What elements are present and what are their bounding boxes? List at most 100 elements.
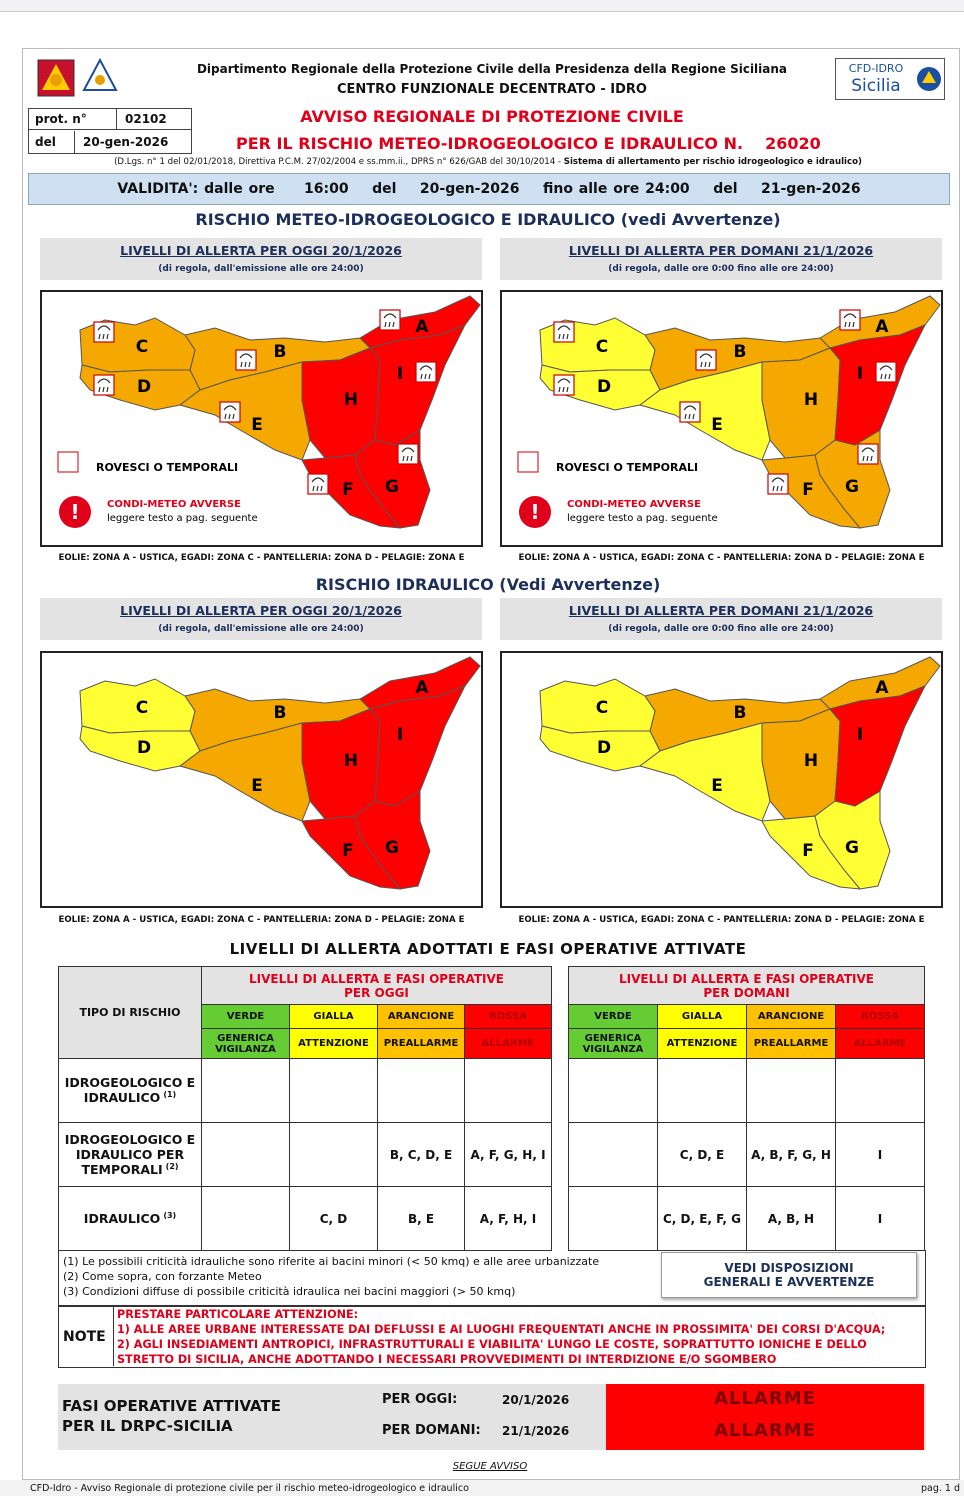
level-name: VERDE	[568, 1004, 658, 1029]
zone	[178, 722, 311, 822]
storm-icon	[397, 443, 419, 465]
risk-note: (2)	[165, 1161, 179, 1171]
zone-label: H	[344, 751, 358, 771]
storm-icon	[679, 401, 701, 423]
document-frame	[22, 48, 960, 1480]
zone-label: C	[596, 337, 608, 357]
zone-label: F	[342, 480, 354, 500]
zone-label: B	[734, 342, 747, 362]
zone-label: F	[802, 841, 814, 861]
level-name: ROSSA	[464, 1004, 552, 1029]
zone	[369, 685, 467, 807]
level-cell: C, D, E, F, G	[657, 1186, 747, 1251]
level-cell	[835, 1058, 925, 1123]
level-cell: I	[835, 1122, 925, 1187]
tomorrow-label: PER DOMANI:	[382, 1423, 481, 1438]
map-caption: EOLIE: ZONA A - USTICA, EGADI: ZONA C - …	[58, 553, 465, 563]
risk-name: IDROGEOLOGICO E IDRAULICO PER TEMPORALI	[64, 1131, 196, 1178]
level-phase: PREALLARME	[377, 1028, 465, 1059]
to-date: 21-gen-2026	[761, 181, 861, 197]
zone-label: I	[397, 725, 403, 745]
level-cell	[201, 1058, 290, 1123]
level-cell: C, D, E	[657, 1122, 747, 1187]
legend-note: leggere testo a pag. seguente	[107, 513, 258, 524]
storm-icon	[307, 473, 329, 495]
level-cell	[746, 1058, 836, 1123]
warning-mark: !	[70, 500, 79, 524]
level-name: ARANCIONE	[377, 1004, 465, 1029]
legend-warning-icon	[59, 496, 91, 528]
footnote: (1) Le possibili criticità idrauliche so…	[63, 1255, 600, 1268]
storm-icon	[839, 309, 861, 331]
footnote: (3) Condizioni diffuse di possibile crit…	[63, 1285, 516, 1298]
zone	[178, 361, 311, 461]
level-cell: A, F, H, I	[464, 1186, 552, 1251]
storm-glyph	[557, 325, 571, 340]
zone-label: H	[804, 751, 818, 771]
map-title: LIVELLI DI ALLERTA PER OGGI 20/1/2026	[120, 243, 402, 258]
level-cell	[377, 1058, 465, 1123]
level-cell: A, B, H	[746, 1186, 836, 1251]
warning-mark: !	[530, 500, 539, 524]
zone-label: A	[875, 678, 889, 698]
level-cell	[201, 1186, 290, 1251]
zone	[829, 324, 927, 446]
zone-label: B	[274, 342, 287, 362]
map-header: LIVELLI DI ALLERTA PER OGGI 20/1/2026 (di…	[40, 238, 482, 280]
table-row: IDROGEOLOGICO E IDRAULICO PER TEMPORALI(…	[58, 1122, 925, 1187]
zone	[829, 685, 927, 807]
validity-bar: VALIDITA': dalle ore 16:00 del 20-gen-20…	[28, 173, 950, 205]
tomorrow-date: 21/1/2026	[502, 1424, 570, 1438]
phase-panel: ALLARME ALLARME	[606, 1384, 924, 1450]
logo-icon	[917, 67, 941, 91]
zone-label: B	[274, 703, 287, 723]
footnotes: (1) Le possibili criticità idrauliche so…	[63, 1254, 599, 1299]
table-title: LIVELLI DI ALLERTA ADOTTATI E FASI OPERA…	[229, 940, 747, 958]
level-cell	[289, 1122, 378, 1187]
level-cell	[568, 1186, 658, 1251]
storm-icon	[415, 361, 437, 383]
zone-label: A	[415, 317, 429, 337]
zone-label: H	[344, 390, 358, 410]
phases-label: FASI OPERATIVE ATTIVATE PER IL DRPC-SICI…	[62, 1397, 281, 1435]
map-caption: EOLIE: ZONA A - USTICA, EGADI: ZONA C - …	[518, 553, 925, 563]
storm-glyph	[97, 325, 111, 340]
zone-label: B	[734, 703, 747, 723]
level-name: GIALLA	[289, 1004, 378, 1029]
map: A B CD E F G H I ROVESCI O TEMPORALI! CONDI-METEO…	[40, 290, 483, 547]
table-wrap: TIPO DI RISCHIO LIVELLI DI ALLERTA E FASI…	[58, 966, 925, 1251]
level-cell	[464, 1058, 552, 1123]
table-row: IDROGEOLOGICO E IDRAULICO (1)	[58, 1058, 925, 1123]
storm-glyph	[879, 365, 893, 380]
risk-name: IDROGEOLOGICO E IDRAULICO	[64, 1075, 196, 1106]
table-row: TIPO DI RISCHIO LIVELLI DI ALLERTA E FASI…	[58, 966, 925, 1251]
level-name: VERDE	[201, 1004, 290, 1029]
department: Dipartimento Regionale della Protezione …	[196, 62, 788, 76]
cfd-logo: CFD-IDRO Sicilia	[835, 58, 945, 100]
level-phase: ALLARME	[835, 1028, 925, 1059]
level-cell	[568, 1122, 658, 1187]
zone-label: F	[802, 480, 814, 500]
level-phase: GENERICA VIGILANZA	[568, 1028, 658, 1059]
footnotes-box: (1) Le possibili criticità idrauliche so…	[58, 1250, 926, 1306]
zone	[761, 347, 841, 459]
note-heading: PRESTARE PARTICOLARE ATTENZIONE:	[117, 1308, 359, 1321]
zone-label: D	[597, 738, 611, 758]
storm-glyph	[771, 477, 785, 492]
level-cell: A, B, F, G, H	[746, 1122, 836, 1187]
legal: (D.Lgs. n° 1 del 02/01/2018, Direttiva P…	[28, 157, 948, 167]
zone-label: G	[385, 838, 399, 858]
zone	[638, 361, 771, 461]
map-title: LIVELLI DI ALLERTA PER DOMANI 21/1/2026	[568, 603, 874, 618]
zone-label: G	[385, 477, 399, 497]
tomorrow-phase: ALLARME	[714, 1420, 816, 1441]
risk-type: IDROGEOLOGICO E IDRAULICO PER TEMPORALI(…	[58, 1122, 202, 1187]
general-provisions-button[interactable]: VEDI DISPOSIZIONI GENERALI E AVVERTENZE	[661, 1252, 917, 1298]
storm-icon	[93, 321, 115, 343]
date-label: del	[29, 131, 75, 153]
zone	[369, 324, 467, 446]
title-text: PER IL RISCHIO METEO-IDROGEOLOGICO E IDR…	[236, 134, 744, 153]
level-cell: B, C, D, E	[377, 1122, 465, 1187]
